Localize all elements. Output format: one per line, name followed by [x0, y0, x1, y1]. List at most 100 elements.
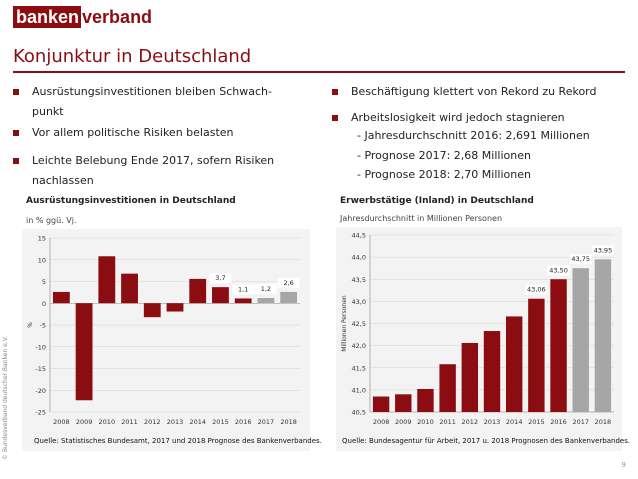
y-tick-label: -15 — [35, 365, 46, 373]
logo-part-banken: banken — [13, 6, 82, 28]
bar-2015 — [528, 298, 545, 412]
x-tick-label: 2008 — [373, 418, 390, 426]
y-tick-label: 41,5 — [352, 364, 366, 372]
x-tick-label: 2011 — [439, 418, 456, 426]
chart2-subtitle: Jahresdurchschnitt in Millionen Personen — [340, 214, 503, 223]
data-label: 43,06 — [527, 286, 546, 294]
x-tick-label: 2014 — [506, 418, 523, 426]
bullet-left-1: Ausrüstungsinvestitionen bleiben Schwach… — [13, 82, 313, 122]
title-divider — [13, 71, 625, 73]
x-tick-label: 2016 — [235, 418, 252, 426]
x-tick-label: 2009 — [76, 418, 93, 426]
bullet-right-2: Arbeitslosigkeit wird jedoch stagnieren — [332, 108, 632, 128]
x-tick-label: 2012 — [462, 418, 479, 426]
data-label-bg — [569, 254, 592, 265]
data-label-bg — [209, 273, 232, 284]
y-tick-label: 15 — [38, 235, 46, 243]
bullet-left-2: Vor allem politische Risiken belasten — [13, 123, 313, 143]
bullet-text-line2: nachlassen — [32, 174, 94, 187]
chart1-svg: 15 10 5 0 -5 -10 -15 -20 -25% 2008 2009 2010 2011 201… — [27, 235, 300, 426]
x-tick-label: 2014 — [189, 418, 206, 426]
y-tick-label: 43,5 — [352, 276, 366, 284]
data-label: 43,75 — [571, 255, 590, 263]
bar-2013 — [166, 303, 184, 312]
y-tick-label: 44,0 — [352, 254, 366, 262]
x-tick-label: 2016 — [550, 418, 567, 426]
bullet-text-line2: punkt — [32, 105, 64, 118]
y-tick-label: -10 — [35, 343, 46, 351]
bar-2018 — [280, 291, 298, 304]
data-label-bg — [232, 284, 255, 295]
x-tick-label: 2013 — [167, 418, 184, 426]
y-tick-label: 42,5 — [352, 320, 366, 328]
bar-2015 — [212, 287, 229, 304]
bullet-text-line1: Arbeitslosigkeit wird jedoch stagnieren — [351, 111, 565, 124]
x-tick-label: 2018 — [280, 418, 297, 426]
chart2-panel: 44,5 44,0 43,5 43,0 42,5 42,0 41,5 41,0 40,5 Mill… — [336, 227, 622, 451]
bullet-left-3: Leichte Belebung Ende 2017, sofern Risik… — [13, 151, 313, 191]
y-tick-label: -20 — [35, 387, 46, 395]
bar-2012 — [461, 342, 479, 412]
y-tick-label: 41,0 — [352, 386, 366, 394]
y-tick-label: 10 — [38, 256, 46, 264]
data-label: 1,2 — [261, 285, 271, 293]
bullet-right-1: Beschäftigung klettert von Rekord zu Rek… — [332, 82, 632, 102]
bar-2008 — [372, 396, 390, 412]
bar-2018 — [594, 259, 612, 412]
x-tick-label: 2017 — [572, 418, 589, 426]
bar-2010 — [417, 388, 434, 412]
y-tick-label: 0 — [42, 300, 46, 308]
y-axis-label: % — [27, 322, 34, 328]
data-label: 43,50 — [549, 266, 568, 274]
data-label: 43,95 — [594, 246, 613, 254]
bar-2010 — [98, 256, 116, 304]
page-number: 9 — [621, 461, 626, 469]
x-tick-label: 2015 — [212, 418, 229, 426]
x-tick-label: 2017 — [258, 418, 275, 426]
logo-part-verband: verband — [82, 7, 153, 27]
bullet-square-icon — [332, 89, 338, 95]
y-tick-label: -25 — [35, 409, 46, 417]
data-label: 2,6 — [283, 279, 293, 287]
bar-2017 — [257, 298, 275, 304]
data-label-bg — [277, 277, 300, 288]
chart2-svg: 44,5 44,0 43,5 43,0 42,5 42,0 41,5 41,0 40,5 Mill… — [341, 232, 614, 426]
bullet-square-icon — [13, 130, 19, 136]
x-tick-label: 2013 — [484, 418, 501, 426]
bar-2011 — [121, 273, 138, 304]
bar-2009 — [75, 303, 93, 401]
bar-2011 — [439, 364, 456, 412]
x-tick-label: 2010 — [417, 418, 434, 426]
sub-line-3: - Prognose 2018: 2,70 Millionen — [357, 168, 531, 181]
x-tick-label: 2008 — [53, 418, 70, 426]
data-label: 3,7 — [215, 274, 225, 282]
bar-2016 — [234, 298, 252, 304]
x-tick-label: 2015 — [528, 418, 545, 426]
y-tick-label: 5 — [42, 278, 46, 286]
bankenverband-logo: banken verband — [13, 6, 152, 28]
y-tick-label: 43,0 — [352, 298, 366, 306]
bullet-text-line1: Leichte Belebung Ende 2017, sofern Risik… — [32, 154, 275, 167]
data-label-bg — [254, 284, 277, 295]
sub-line-2: - Prognose 2017: 2,68 Millionen — [357, 149, 531, 162]
slide-title: Konjunktur in Deutschland — [13, 46, 252, 67]
chart1-panel: 15 10 5 0 -5 -10 -15 -20 -25% 2008 2009 2010 2011 201… — [22, 229, 310, 451]
bullet-text-line1: Beschäftigung klettert von Rekord zu Rek… — [351, 85, 597, 98]
bar-2017 — [572, 268, 589, 412]
bullet-text-line1: Vor allem politische Risiken belasten — [32, 126, 234, 139]
y-tick-label: -5 — [40, 322, 46, 330]
bar-2014 — [505, 316, 523, 412]
chart2-title: Erwerbstätige (Inland) in Deutschland — [340, 196, 534, 206]
bar-2009 — [395, 394, 412, 412]
data-label-bg — [525, 284, 548, 295]
data-label: 1,1 — [238, 285, 248, 293]
bullet-square-icon — [332, 115, 338, 121]
x-tick-label: 2009 — [395, 418, 412, 426]
y-tick-label: 40,5 — [352, 409, 366, 417]
x-tick-label: 2011 — [121, 418, 138, 426]
chart1-source: Quelle: Statistisches Bundesamt, 2017 un… — [34, 437, 322, 445]
y-tick-label: 42,0 — [352, 342, 366, 350]
copyright-sidebar: © Bundesverband deutscher Banken e.V. — [2, 335, 9, 460]
x-tick-label: 2018 — [595, 418, 612, 426]
bullet-square-icon — [13, 158, 19, 164]
